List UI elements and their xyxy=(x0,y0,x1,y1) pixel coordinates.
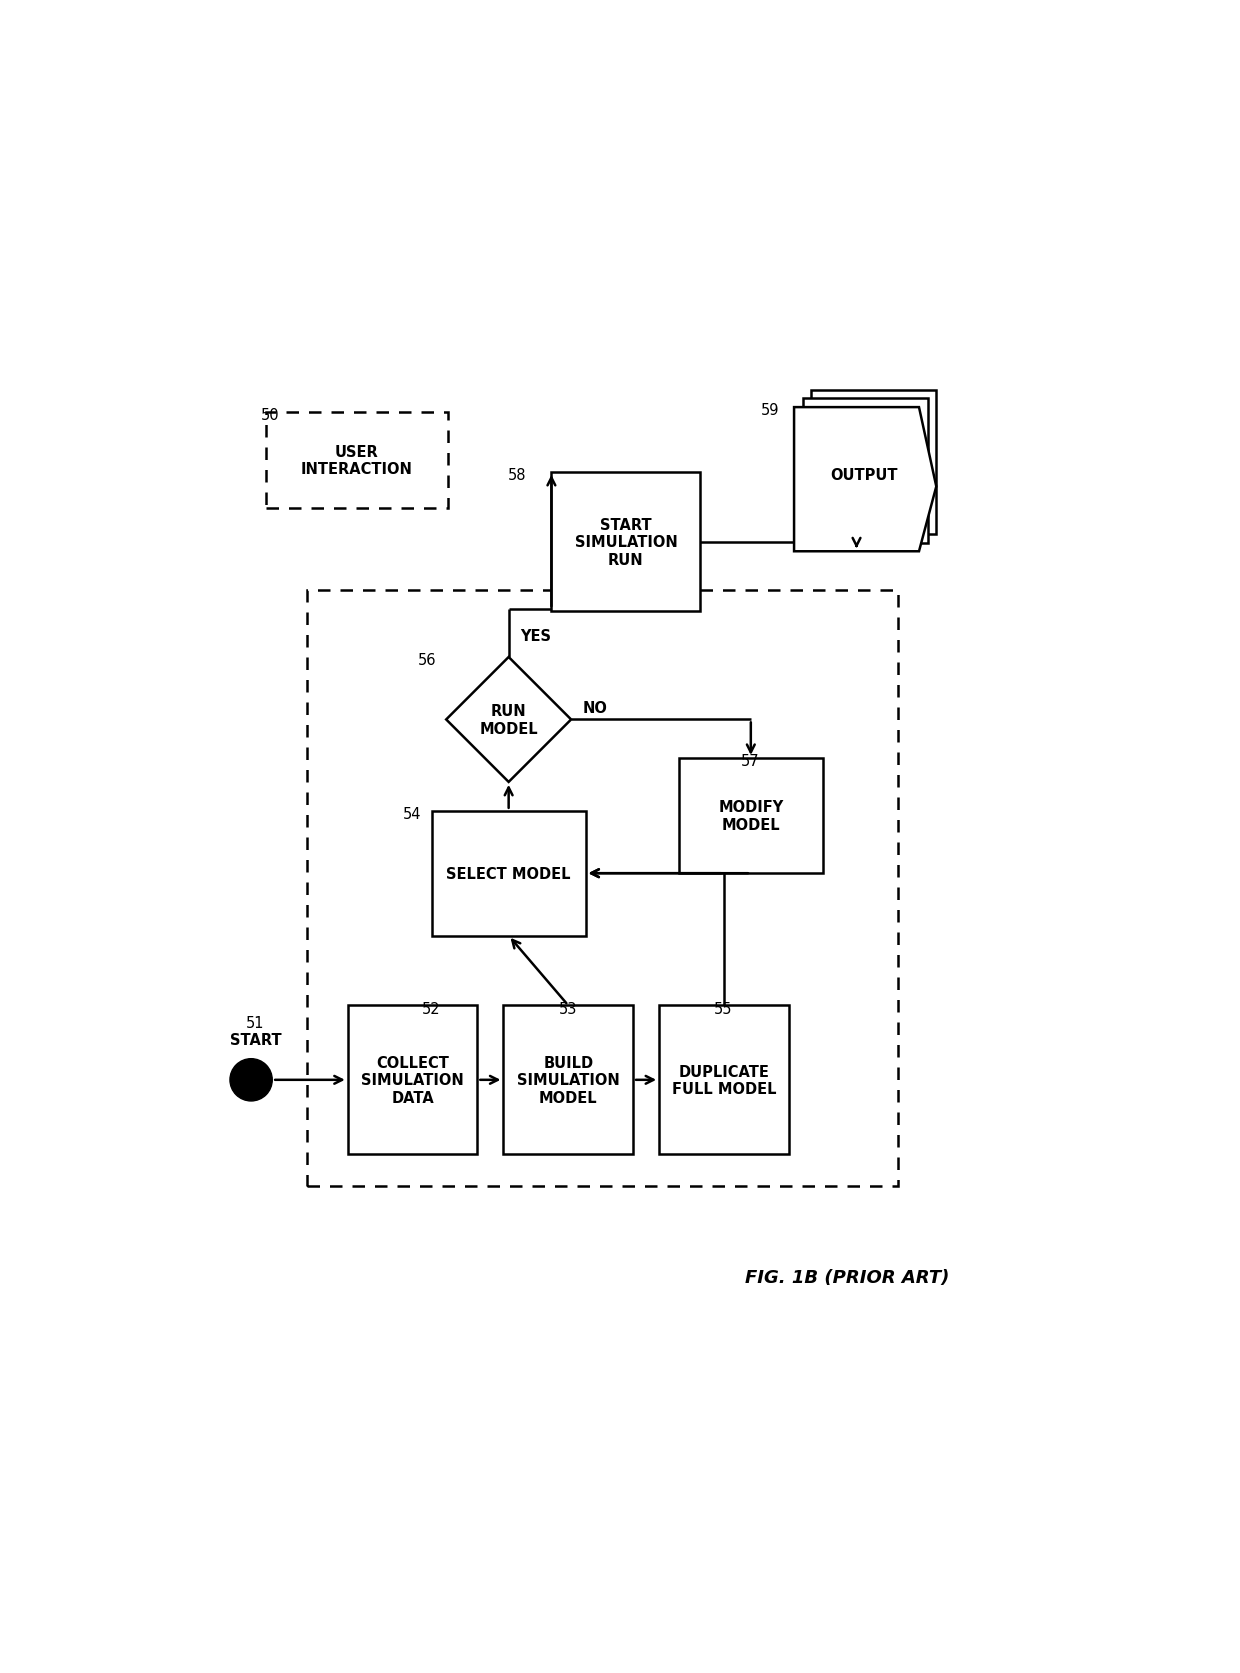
Text: 50: 50 xyxy=(260,408,279,423)
Bar xyxy=(552,473,701,612)
Bar xyxy=(265,413,448,509)
Polygon shape xyxy=(446,657,572,783)
Text: 56: 56 xyxy=(418,652,435,668)
Text: YES: YES xyxy=(521,627,552,642)
Text: RUN
MODEL: RUN MODEL xyxy=(480,704,538,736)
Text: BUILD
SIMULATION
MODEL: BUILD SIMULATION MODEL xyxy=(517,1056,620,1106)
Text: START: START xyxy=(231,1032,281,1047)
Polygon shape xyxy=(794,408,936,552)
Bar xyxy=(811,390,936,535)
Text: USER
INTERACTION: USER INTERACTION xyxy=(301,445,413,477)
Text: 55: 55 xyxy=(714,1000,733,1016)
Circle shape xyxy=(229,1059,273,1101)
Bar xyxy=(658,1005,789,1154)
Text: FIG. 1B (PRIOR ART): FIG. 1B (PRIOR ART) xyxy=(745,1268,949,1287)
Bar xyxy=(432,811,585,937)
Text: OUTPUT: OUTPUT xyxy=(831,468,898,482)
Bar xyxy=(306,591,898,1186)
Text: NO: NO xyxy=(583,701,608,716)
Text: 58: 58 xyxy=(508,468,527,483)
Text: 53: 53 xyxy=(558,1000,577,1016)
Text: SELECT MODEL: SELECT MODEL xyxy=(446,867,570,882)
Bar xyxy=(678,758,823,873)
Text: DUPLICATE
FULL MODEL: DUPLICATE FULL MODEL xyxy=(672,1064,776,1096)
Text: 51: 51 xyxy=(247,1016,265,1031)
Text: MODIFY
MODEL: MODIFY MODEL xyxy=(718,800,784,831)
Bar xyxy=(503,1005,634,1154)
Text: COLLECT
SIMULATION
DATA: COLLECT SIMULATION DATA xyxy=(361,1056,464,1106)
Bar xyxy=(802,400,928,544)
Text: 57: 57 xyxy=(742,753,760,768)
Text: 54: 54 xyxy=(403,806,422,821)
Text: 52: 52 xyxy=(422,1000,440,1016)
Text: START
SIMULATION
RUN: START SIMULATION RUN xyxy=(574,517,677,567)
Bar xyxy=(347,1005,477,1154)
Text: 59: 59 xyxy=(760,403,779,418)
